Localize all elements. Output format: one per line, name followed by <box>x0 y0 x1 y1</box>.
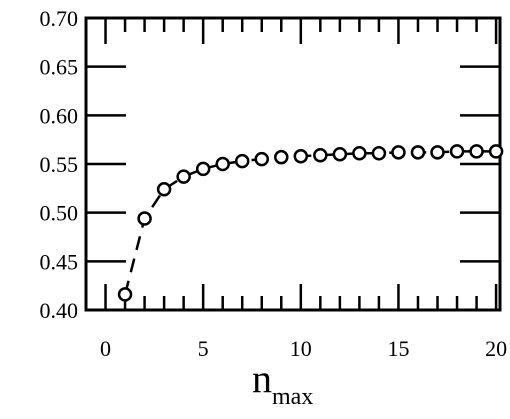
data-point <box>274 149 289 165</box>
x-tick-label: 15 <box>387 336 409 361</box>
tick-labels: 0.40 0.45 0.50 0.55 0.60 0.65 0.70 0 5 10 15 20 <box>40 6 508 361</box>
x-axis-label-subscript: max <box>272 384 313 410</box>
x-tick-label: 10 <box>290 336 312 361</box>
data-point <box>176 169 191 184</box>
y-tick-label: 0.45 <box>40 249 79 274</box>
data-markers <box>117 144 504 302</box>
data-point <box>391 145 406 160</box>
data-point <box>449 144 465 159</box>
data-point <box>156 182 172 197</box>
data-point <box>215 156 230 172</box>
data-point <box>469 144 484 159</box>
y-tick-label: 0.55 <box>40 152 79 177</box>
y-tick-label: 0.60 <box>40 103 79 128</box>
y-tick-label: 0.40 <box>40 298 79 323</box>
ticks <box>86 16 500 312</box>
y-tick-label: 0.65 <box>40 55 79 80</box>
data-point <box>254 151 270 167</box>
data-point <box>332 147 348 162</box>
data-point <box>410 145 426 160</box>
y-tick-label: 0.70 <box>40 6 79 31</box>
data-point <box>371 146 387 161</box>
x-tick-label: 20 <box>485 336 507 361</box>
data-point <box>195 161 211 177</box>
y-tick-label: 0.50 <box>40 201 79 226</box>
x-tick-label: 5 <box>198 336 209 361</box>
plot-frame <box>84 16 502 312</box>
x-axis-label: nmax <box>252 356 313 410</box>
data-point <box>234 153 250 169</box>
x-tick-label: 0 <box>100 336 111 361</box>
data-point <box>293 148 309 164</box>
data-point <box>117 287 133 302</box>
data-point <box>313 147 328 163</box>
data-point <box>430 145 445 160</box>
data-point <box>488 144 504 159</box>
data-point <box>352 146 367 161</box>
data-point <box>137 211 152 226</box>
